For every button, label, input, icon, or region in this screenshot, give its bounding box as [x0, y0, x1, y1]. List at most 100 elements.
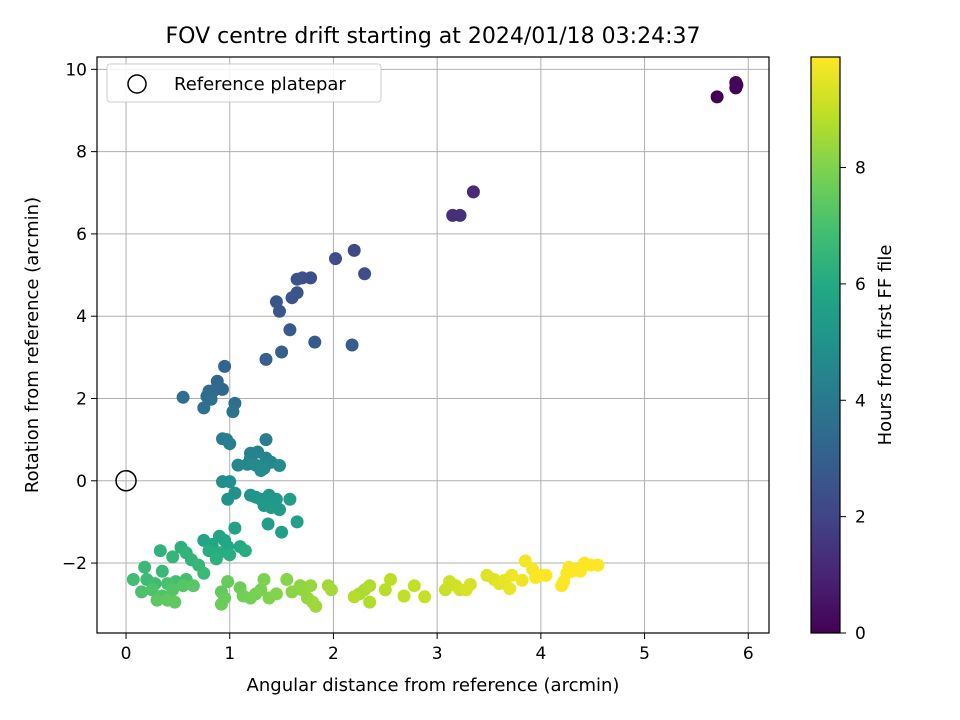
- y-axis-ticks: −2 0 2 4 6 8 10: [62, 60, 97, 574]
- data-point: [275, 345, 289, 359]
- data-point: [308, 335, 322, 349]
- data-points: [126, 76, 744, 613]
- data-point: [197, 401, 211, 415]
- data-point: [275, 525, 289, 539]
- x-tick-label: 1: [224, 644, 235, 664]
- data-point: [453, 208, 467, 222]
- y-tick-label: 8: [76, 143, 87, 163]
- data-point: [223, 548, 237, 562]
- x-axis-label: Angular distance from reference (arcmin): [247, 675, 620, 696]
- data-point: [238, 544, 252, 558]
- data-point: [378, 583, 392, 597]
- colorbar: 0 2 4 6 8 Hours from first FF file: [810, 56, 896, 644]
- data-point: [269, 587, 283, 601]
- x-tick-label: 3: [432, 644, 443, 664]
- x-tick-label: 4: [535, 644, 546, 664]
- colorbar-tick-label: 0: [855, 624, 866, 644]
- data-point: [254, 583, 268, 597]
- colorbar-tick-label: 6: [855, 275, 866, 295]
- y-tick-label: −2: [62, 554, 87, 574]
- data-point: [231, 458, 245, 472]
- data-point: [197, 566, 211, 580]
- data-point: [223, 475, 237, 489]
- data-point: [166, 550, 180, 564]
- y-tick-label: 2: [76, 389, 87, 409]
- data-point: [226, 405, 240, 419]
- data-point: [539, 568, 553, 582]
- y-tick-label: 6: [76, 225, 87, 245]
- data-point: [176, 390, 190, 404]
- data-point: [515, 573, 529, 587]
- data-point: [503, 582, 517, 596]
- data-point: [254, 464, 268, 477]
- x-tick-label: 2: [328, 644, 339, 664]
- x-tick-label: 5: [639, 644, 650, 664]
- y-tick-label: 10: [65, 60, 87, 80]
- data-point: [466, 185, 480, 199]
- data-point: [138, 560, 152, 574]
- data-point: [285, 291, 299, 305]
- legend-entry: Reference platepar: [174, 74, 346, 95]
- data-point: [273, 459, 286, 472]
- x-tick-label: 0: [121, 644, 132, 664]
- data-point: [290, 515, 304, 529]
- data-point: [324, 583, 338, 597]
- reference-platepar-marker: [115, 470, 137, 492]
- data-point: [710, 90, 724, 104]
- reference-marker: [115, 470, 137, 492]
- x-axis-ticks: 0 1 2 3 4 5 6: [121, 633, 754, 664]
- data-point: [309, 599, 323, 613]
- data-point: [135, 585, 149, 599]
- colorbar-label: Hours from first FF file: [875, 245, 896, 446]
- data-point: [273, 503, 286, 517]
- data-point: [358, 267, 372, 281]
- legend-box: [106, 63, 382, 103]
- data-point: [397, 589, 411, 603]
- data-point: [186, 579, 200, 593]
- legend: Reference platepar: [106, 63, 382, 103]
- data-point: [223, 437, 237, 451]
- data-point: [345, 338, 359, 352]
- data-point: [283, 323, 297, 337]
- data-point: [505, 568, 519, 582]
- data-point: [126, 573, 140, 586]
- data-point: [290, 272, 304, 286]
- y-tick-label: 4: [76, 307, 87, 327]
- data-point: [273, 304, 286, 318]
- colorbar-tick-label: 8: [855, 159, 866, 179]
- chart-title: FOV centre drift starting at 2024/01/18 …: [166, 24, 701, 49]
- data-point: [150, 593, 164, 607]
- data-point: [221, 575, 235, 589]
- data-point: [329, 252, 342, 266]
- data-point: [145, 583, 159, 597]
- data-point: [363, 579, 377, 593]
- data-point: [257, 573, 271, 586]
- plot-frame: [96, 56, 770, 634]
- x-tick-label: 6: [743, 644, 754, 664]
- data-point: [261, 517, 275, 531]
- data-point: [259, 433, 273, 447]
- colorbar-tick-label: 2: [855, 508, 866, 528]
- data-point: [153, 544, 167, 558]
- legend-marker-icon: [127, 74, 147, 94]
- data-point: [259, 352, 273, 366]
- data-point: [347, 590, 361, 604]
- data-point: [283, 492, 297, 506]
- data-point: [280, 573, 294, 586]
- data-point: [384, 573, 397, 586]
- data-point: [209, 552, 223, 566]
- data-point: [204, 392, 218, 406]
- colorbar-tick-label: 4: [855, 391, 866, 411]
- data-point: [418, 590, 432, 604]
- y-tick-label: 0: [76, 472, 87, 492]
- data-point: [591, 558, 605, 572]
- data-point: [218, 359, 232, 373]
- gridlines: [97, 57, 769, 633]
- colorbar-ticks: 0 2 4 6 8: [840, 159, 866, 644]
- data-point: [166, 583, 180, 597]
- data-point: [228, 521, 242, 535]
- data-point: [363, 595, 377, 609]
- data-point: [176, 579, 190, 593]
- colorbar-gradient: [810, 56, 841, 634]
